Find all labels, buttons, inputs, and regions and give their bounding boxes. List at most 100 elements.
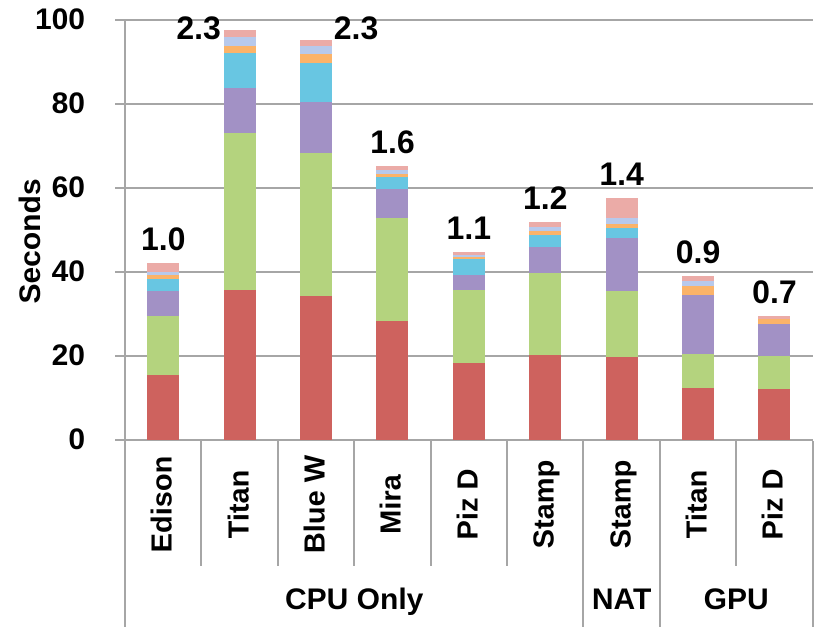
bar-segment-purple xyxy=(529,247,562,274)
bar-segment-orange xyxy=(300,54,332,63)
bar-segment-orange xyxy=(452,256,485,259)
bar-segment-purple xyxy=(223,88,256,133)
bar-segment-pink xyxy=(452,251,485,255)
y-tick-label: 80 xyxy=(51,87,85,120)
bar-segment-green xyxy=(758,356,791,390)
bar-segment-red xyxy=(682,387,714,440)
bar-segment-orange xyxy=(223,46,256,54)
bar-segment-purple xyxy=(758,323,791,356)
category-separator xyxy=(658,441,661,566)
bar-segment-purple xyxy=(147,290,180,317)
category-separator xyxy=(735,441,738,566)
y-tick-label: 60 xyxy=(51,171,85,204)
bar-segment-orange xyxy=(605,223,638,228)
bar-segment-pink xyxy=(529,222,562,227)
bar-segment-light-blue xyxy=(376,169,409,175)
bar-segment-light-blue xyxy=(529,226,562,231)
bar-segment-green xyxy=(147,316,180,375)
bar-segment-cyan xyxy=(529,235,562,248)
bar-segment-green xyxy=(376,218,409,322)
bar-value-label: 1.6 xyxy=(370,123,415,160)
bar-segment-purple xyxy=(682,295,714,354)
bar-segment-green xyxy=(682,353,714,388)
bar-segment-orange xyxy=(376,174,409,178)
bar-segment-pink xyxy=(682,276,714,282)
bar-segment-red xyxy=(147,374,180,440)
bar-segment-red xyxy=(223,290,256,440)
bar-segment-green xyxy=(223,132,256,291)
bar-segment-purple xyxy=(605,237,638,291)
x-group-label: NAT xyxy=(591,582,652,616)
category-separator xyxy=(429,441,432,566)
bar-segment-cyan xyxy=(300,62,332,102)
y-tick-label: 40 xyxy=(51,255,85,288)
bar-segment-orange xyxy=(529,230,562,236)
x-category-label: Stamp xyxy=(528,459,561,548)
bar-segment-pink xyxy=(147,263,180,272)
bar-segment-cyan xyxy=(223,53,256,89)
bar-value-label: 0.9 xyxy=(675,234,721,271)
bar-segment-pink xyxy=(223,30,256,38)
bar-segment-purple xyxy=(300,101,332,154)
x-category-label: Blue W xyxy=(299,454,332,553)
bar-segment-red xyxy=(452,363,485,440)
bar-segment-light-blue xyxy=(300,46,332,54)
category-separator xyxy=(582,441,585,566)
x-group-label: GPU xyxy=(703,582,769,616)
bar-segment-orange xyxy=(147,274,180,280)
x-category-label: Mira xyxy=(375,473,408,534)
bar-segment-red xyxy=(529,355,562,440)
grid-line xyxy=(115,439,813,441)
category-separator xyxy=(276,441,279,566)
bar-segment-light-blue xyxy=(223,37,256,47)
bar-segment-pink xyxy=(300,39,332,47)
bar-segment-pink xyxy=(376,165,409,170)
bar-segment-cyan xyxy=(452,258,485,275)
bar-segment-orange xyxy=(758,318,791,324)
bar-segment-pink xyxy=(605,197,638,218)
x-category-label: Piz D xyxy=(452,468,485,539)
bar-value-label: 1.0 xyxy=(140,221,186,258)
x-category-label: Titan xyxy=(681,469,714,538)
bar-value-label: 1.4 xyxy=(599,155,644,192)
bar-value-label: 0.7 xyxy=(752,273,797,310)
bar-segment-purple xyxy=(376,189,409,219)
bar-segment-purple xyxy=(452,274,485,291)
bar-segment-cyan xyxy=(376,177,409,190)
bar-segment-green xyxy=(300,153,332,296)
bar-segment-orange xyxy=(682,286,714,296)
x-group-label: CPU Only xyxy=(285,582,424,616)
category-separator xyxy=(200,441,203,566)
bar-segment-light-blue xyxy=(682,281,714,287)
bar-segment-light-blue xyxy=(605,217,638,224)
x-category-label: Stamp xyxy=(605,459,638,548)
y-tick-label: 0 xyxy=(68,423,85,456)
bar-segment-pink xyxy=(758,315,791,319)
y-tick-label: 100 xyxy=(34,3,85,36)
bar-segment-red xyxy=(376,321,409,440)
bar-segment-red xyxy=(758,389,791,440)
group-separator xyxy=(811,566,814,627)
category-separator xyxy=(506,441,508,566)
category-separator xyxy=(811,441,814,566)
bar-value-label: 2.3 xyxy=(333,10,379,46)
bar-segment-cyan xyxy=(147,279,180,291)
y-tick-label: 20 xyxy=(51,339,85,372)
bar-value-label: 2.3 xyxy=(176,10,221,46)
x-category-label: Edison xyxy=(146,455,179,552)
bar-segment-green xyxy=(605,290,638,357)
bar-value-label: 1.2 xyxy=(522,180,568,217)
grid-line xyxy=(115,19,813,21)
group-separator xyxy=(582,566,585,627)
group-separator xyxy=(658,566,661,627)
grid-line xyxy=(115,103,813,105)
bar-segment-cyan xyxy=(605,227,638,238)
bar-segment-red xyxy=(605,356,638,440)
bar-value-label: 1.1 xyxy=(446,209,492,246)
category-separator xyxy=(353,441,356,566)
x-category-label: Titan xyxy=(223,469,256,538)
grid-line xyxy=(115,187,813,189)
y-axis-line xyxy=(124,20,126,627)
x-category-label: Piz D xyxy=(757,468,790,539)
